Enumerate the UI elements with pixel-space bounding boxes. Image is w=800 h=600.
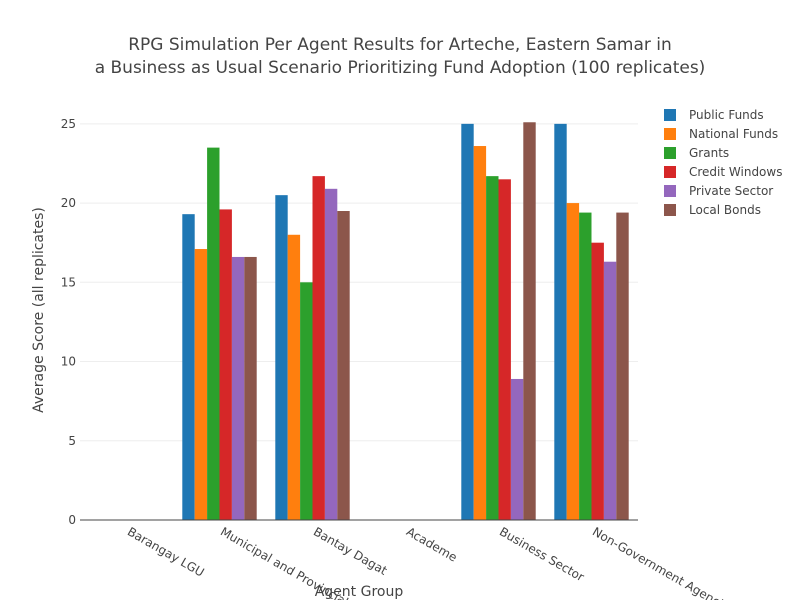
bar xyxy=(207,147,220,520)
legend-label: Public Funds xyxy=(689,108,764,122)
bar xyxy=(244,256,257,520)
bar xyxy=(219,209,232,520)
chart-title-line-1: RPG Simulation Per Agent Results for Art… xyxy=(128,35,672,55)
legend-label: Credit Windows xyxy=(689,165,782,179)
x-tick-label: Barangay LGU xyxy=(125,524,207,579)
bar xyxy=(554,123,567,520)
bar xyxy=(510,378,524,520)
x-tick-label: Academe xyxy=(404,524,460,564)
x-tick-label: Bantay Dagat xyxy=(311,524,390,577)
legend-item[interactable]: Public Funds xyxy=(664,108,764,122)
legend-item[interactable]: National Funds xyxy=(664,127,778,141)
bar xyxy=(231,256,245,520)
y-tick-label: 0 xyxy=(68,513,76,527)
y-tick-label: 5 xyxy=(68,434,76,448)
legend-item[interactable]: Local Bonds xyxy=(664,203,761,217)
legend-swatch xyxy=(664,185,676,197)
legend-label: Local Bonds xyxy=(689,203,761,217)
chart-title-line-2: a Business as Usual Scenario Prioritizin… xyxy=(95,58,706,78)
bar xyxy=(591,242,604,520)
bar xyxy=(194,249,208,520)
legend-label: National Funds xyxy=(689,127,778,141)
legend-swatch xyxy=(664,204,676,216)
gridlines xyxy=(80,123,638,442)
legend-swatch xyxy=(664,109,676,121)
legend-swatch xyxy=(664,166,676,178)
bar xyxy=(498,179,511,521)
x-tick-label: Business Sector xyxy=(497,524,587,584)
bar xyxy=(312,176,325,520)
bar xyxy=(616,212,629,521)
chart-title: RPG Simulation Per Agent Results for Art… xyxy=(95,35,706,78)
legend: Public Funds National Funds Grants Credit W… xyxy=(664,108,782,217)
bar xyxy=(275,195,288,520)
bar xyxy=(337,211,350,520)
bar xyxy=(486,176,499,520)
bar xyxy=(523,122,536,520)
bar xyxy=(566,203,580,521)
legend-label: Grants xyxy=(689,146,729,160)
y-tick-label: 15 xyxy=(61,275,76,289)
bar xyxy=(603,261,617,520)
legend-swatch xyxy=(664,128,676,140)
x-axis-title: Agent Group xyxy=(315,584,404,600)
bar xyxy=(182,214,195,520)
legend-item[interactable]: Grants xyxy=(664,146,729,160)
bar xyxy=(287,234,301,520)
bars xyxy=(182,122,629,521)
bar xyxy=(473,146,487,520)
legend-item[interactable]: Private Sector xyxy=(664,184,773,198)
y-axis-title: Average Score (all replicates) xyxy=(31,207,47,413)
x-tick-label: Non-Government Agencies xyxy=(590,524,737,600)
y-tick-label: 10 xyxy=(61,355,76,369)
bar xyxy=(300,282,313,520)
y-tick-label: 20 xyxy=(61,196,76,210)
y-axis-ticks: 0 5 10 15 20 25 xyxy=(61,117,76,527)
legend-label: Private Sector xyxy=(689,184,773,198)
legend-swatch xyxy=(664,147,676,159)
y-tick-label: 25 xyxy=(61,117,76,131)
bar xyxy=(461,123,474,520)
legend-item[interactable]: Credit Windows xyxy=(664,165,782,179)
bar xyxy=(579,212,592,521)
bar xyxy=(324,188,338,521)
x-axis-ticks: Barangay LGU Municipal and Provincial LGU… xyxy=(125,524,737,600)
